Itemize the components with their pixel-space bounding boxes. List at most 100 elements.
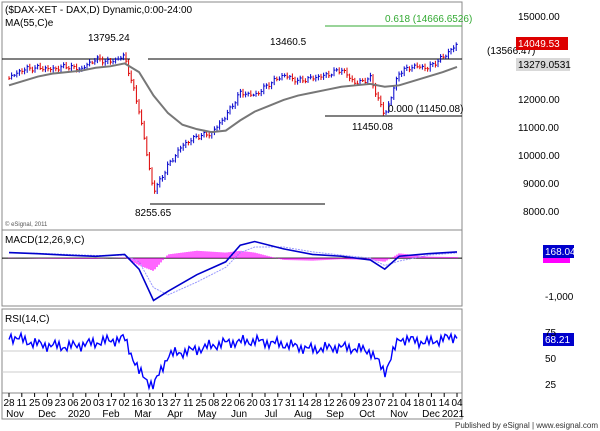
price-bar	[258, 91, 261, 96]
price-bar	[294, 76, 297, 85]
resistance-label: (13566.47)	[487, 46, 535, 57]
price-bar	[21, 68, 24, 75]
price-bar	[130, 70, 133, 84]
x-day-label: 03	[259, 398, 271, 409]
price-bar	[408, 66, 411, 73]
price-bar	[330, 73, 333, 78]
price-bar	[434, 60, 437, 68]
rsi-value-box: 68.21	[543, 333, 574, 346]
price-bar	[369, 72, 372, 82]
rsi-tick-25: 25	[545, 380, 557, 391]
x-day-label: 23	[55, 398, 67, 409]
price-bar	[29, 63, 32, 71]
price-bar	[380, 95, 383, 108]
peak-sep-label: 13460.5	[270, 37, 307, 48]
y-tick-label: 9000.00	[523, 179, 560, 190]
price-bar	[323, 72, 326, 80]
price-bar	[224, 116, 227, 122]
price-bar	[273, 75, 276, 86]
price-bar	[336, 67, 339, 72]
price-bar	[120, 55, 123, 61]
x-day-label: 27	[170, 398, 182, 409]
price-bar	[297, 77, 300, 85]
price-bar	[437, 58, 440, 68]
price-bar	[34, 65, 37, 73]
rsi-value: 68.21	[545, 335, 570, 346]
price-bar	[406, 64, 409, 71]
x-month-label: Nov	[6, 409, 24, 420]
price-bar	[122, 52, 125, 61]
price-bar	[245, 91, 248, 98]
x-day-label: 30	[144, 398, 156, 409]
price-bar	[164, 170, 167, 180]
price-bar	[125, 52, 128, 64]
x-day-label: 25	[195, 398, 207, 409]
x-day-label: 14	[439, 398, 451, 409]
price-bar	[94, 58, 97, 65]
symbol-title: ($DAX-XET - DAX,D) Dynamic,0:00-24:00	[5, 5, 193, 16]
price-bar	[156, 182, 159, 195]
x-month-label: 2021	[442, 409, 465, 420]
price-bar	[70, 62, 73, 72]
price-bar	[382, 101, 385, 116]
price-bar	[24, 67, 27, 75]
low-mar-label: 8255.65	[135, 208, 172, 219]
x-day-label: 26	[336, 398, 348, 409]
macd-line	[8, 240, 458, 302]
price-bar	[226, 109, 229, 121]
x-day-label: 25	[29, 398, 41, 409]
price-bar	[455, 42, 458, 51]
price-bar	[403, 66, 406, 77]
price-bar	[421, 64, 424, 70]
price-bar	[213, 126, 216, 136]
price-bar	[169, 159, 172, 167]
price-bar	[109, 57, 112, 65]
price-bar	[89, 59, 92, 67]
x-day-label: 03	[93, 398, 105, 409]
x-day-label: 09	[349, 398, 361, 409]
price-bar	[16, 70, 19, 78]
price-bar	[135, 85, 138, 104]
x-day-label: 23	[362, 398, 374, 409]
price-bar	[221, 117, 224, 125]
price-bar	[31, 66, 34, 74]
price-bar	[242, 88, 245, 98]
price-bar	[237, 92, 240, 106]
price-bar	[304, 78, 307, 84]
price-bar	[265, 83, 268, 89]
fib-zero-label: 0.000 (11450.08)	[388, 104, 463, 115]
x-day-label: 28	[311, 398, 323, 409]
price-bar	[47, 65, 50, 72]
price-bar	[307, 76, 310, 83]
price-bar	[453, 45, 456, 53]
price-bar	[317, 74, 320, 81]
x-day-label: 06	[67, 398, 79, 409]
price-bar	[13, 73, 16, 78]
price-bar	[161, 174, 164, 182]
price-bar	[427, 66, 430, 72]
last-price-value: 14049.53	[518, 39, 560, 50]
x-month-label: Feb	[102, 409, 120, 420]
price-bar	[39, 62, 42, 71]
x-axis-frame	[1, 392, 463, 420]
price-bar	[268, 82, 271, 90]
price-bar	[234, 101, 237, 109]
price-bar	[26, 64, 29, 73]
price-bar	[445, 54, 448, 59]
price-bar	[177, 147, 180, 158]
price-bar	[60, 64, 63, 73]
copyright-label: © eSignal, 2011	[5, 221, 48, 228]
price-bar	[390, 96, 393, 106]
x-day-label: 22	[221, 398, 233, 409]
price-bar	[286, 72, 289, 80]
price-bar	[91, 60, 94, 65]
x-axis: 28 11 25 09 23 06 20 03 17 02 16 30 13 27 11 25 08 22 06 20…	[3, 393, 465, 420]
y-tick-label: 10000.00	[518, 151, 560, 162]
price-bar	[182, 142, 185, 151]
price-bar	[104, 59, 107, 66]
price-bar	[143, 120, 146, 140]
price-bar	[117, 56, 120, 61]
price-bar	[73, 64, 76, 70]
last-price-box: 14049.53	[516, 37, 568, 50]
price-bar	[312, 75, 315, 82]
